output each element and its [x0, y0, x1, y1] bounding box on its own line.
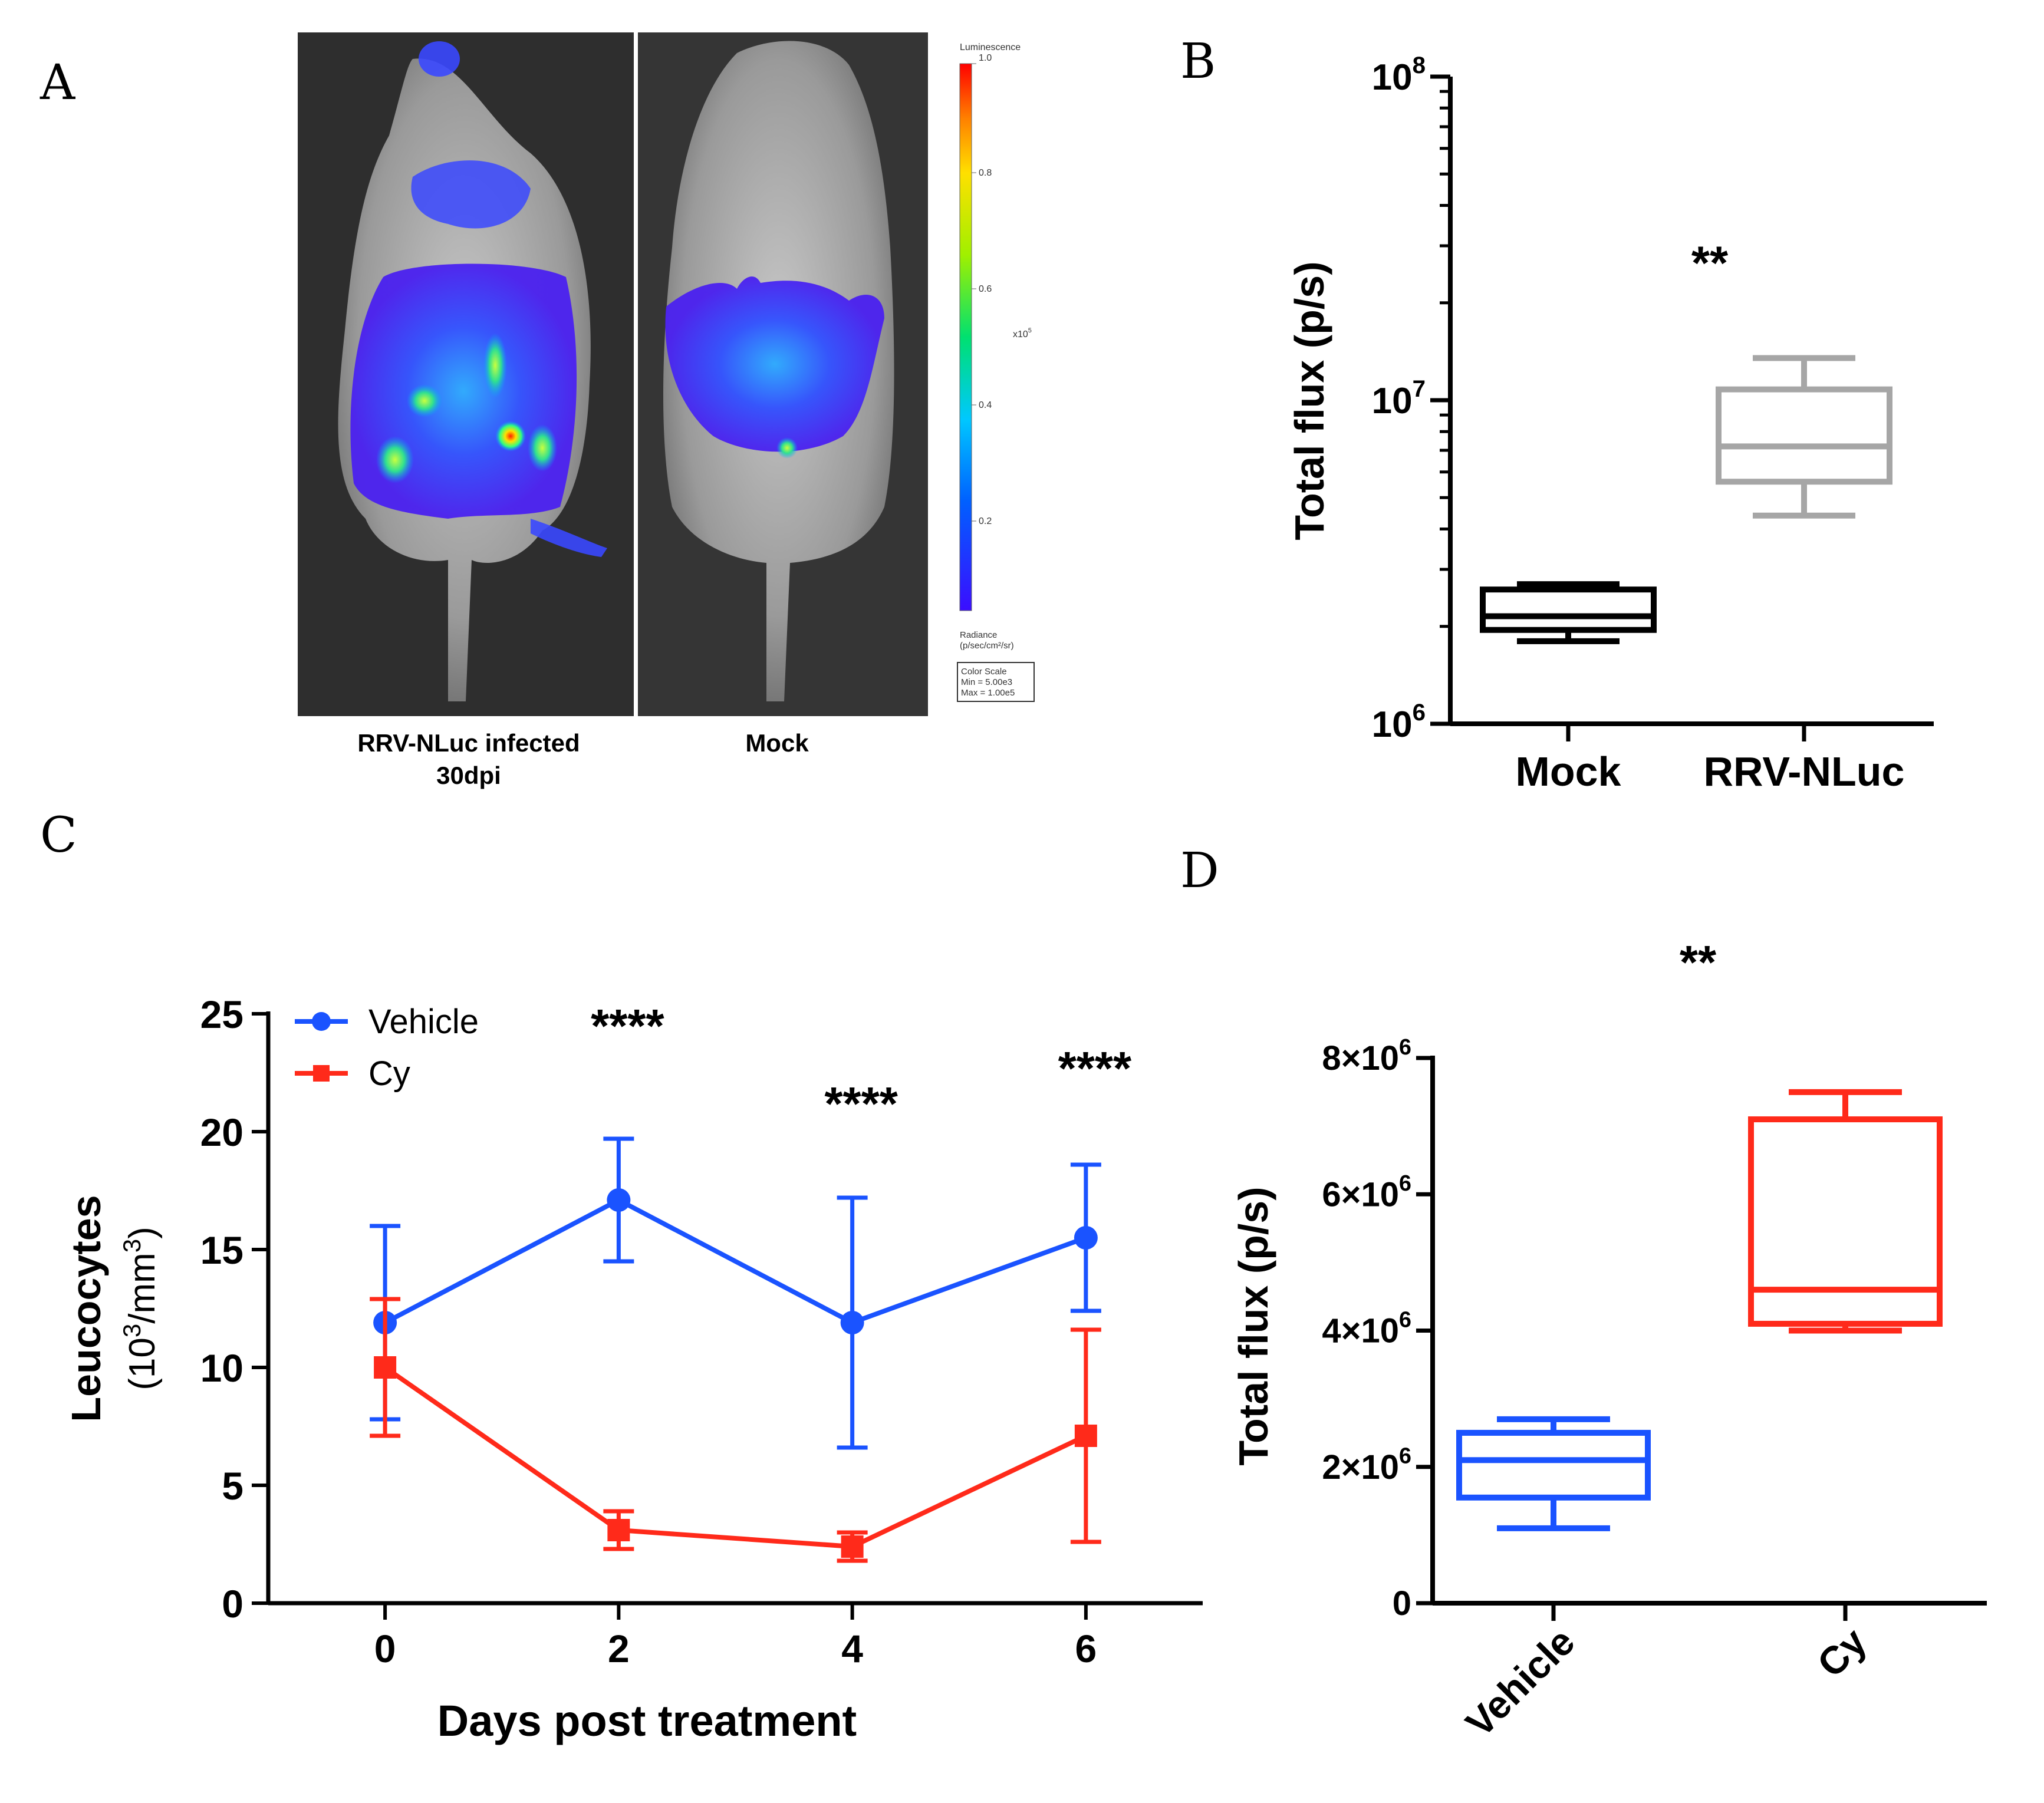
panel-letter-d: D: [1180, 843, 1219, 899]
series-line: [383, 1365, 1087, 1550]
scale-box-line1: Color Scale: [961, 667, 1007, 677]
y-tick-label: 6×106: [1322, 1171, 1411, 1214]
y-tick-label: 4×106: [1322, 1307, 1411, 1350]
scale-units-line2: (p/sec/cm²/sr): [960, 641, 1014, 651]
series-cy: [370, 1297, 1101, 1563]
panel-a: A Luminescence: [40, 32, 1035, 789]
y-axis-label: Total flux (p/s): [1230, 1186, 1276, 1465]
y-axis-label-line2: (103/mm3): [118, 1227, 163, 1390]
x-tick-label: 2: [608, 1627, 630, 1670]
data-point: [607, 1519, 630, 1541]
scale-title: Luminescence: [960, 42, 1021, 52]
y-axis-label: Total flux (p/s): [1286, 261, 1332, 540]
series-vehicle: [370, 1136, 1101, 1450]
significance-label: **: [1691, 237, 1729, 289]
x-tick-label: Cy: [1809, 1619, 1875, 1685]
panel-letter-a: A: [40, 55, 76, 111]
x-tick-label: 0: [374, 1627, 396, 1670]
chart-c: 0 5 10 15 20 25 0 2 4 6 Vehicle Cy **** **** **** Days …: [63, 993, 1203, 1745]
x-tick-label: 6: [1075, 1627, 1097, 1670]
box-iqr: [1716, 386, 1892, 485]
mouse-mock-image: [663, 41, 894, 701]
panel-b: B 106 107 108 Mock RRV-NLuc ** Total flux (p/s…: [1180, 34, 1934, 795]
legend-marker: [312, 1012, 331, 1031]
x-tick-label: Vehicle: [1457, 1620, 1583, 1745]
y-tick-label: 20: [200, 1110, 243, 1154]
panel-letter-b: B: [1180, 34, 1216, 90]
scale-tick-label: 1.0: [979, 53, 992, 63]
series-line: [384, 1197, 1087, 1326]
x-axis-label: Days post treatment: [437, 1696, 857, 1745]
y-axis-label-line1: Leucocytes: [63, 1195, 109, 1422]
scale-box-line3: Max = 1.00e5: [961, 688, 1015, 698]
scale-tick-label: 0.8: [979, 168, 992, 178]
image-label-infected: RRV-NLuc infected: [357, 729, 580, 757]
box-mock: [1480, 581, 1657, 644]
y-tick-label: 0: [222, 1582, 243, 1626]
image-divider: [634, 32, 638, 716]
scale-tick-label: 0.6: [979, 284, 992, 294]
box-rrv-nluc: [1716, 355, 1892, 519]
panel-c: C 0 5 10 15 20 25 0 2 4 6 Vehicle Cy **** **** **** Day…: [40, 807, 1203, 1745]
box-cy: [1748, 1089, 1943, 1334]
significance-label: ****: [591, 1000, 664, 1052]
data-point: [1074, 1226, 1098, 1250]
scale-box-line2: Min = 5.00e3: [961, 677, 1012, 687]
y-tick-label: 15: [200, 1228, 243, 1272]
y-tick-label: 107: [1372, 375, 1426, 421]
y-tick-label: 106: [1372, 699, 1426, 745]
legend: Vehicle Cy: [295, 1003, 479, 1093]
box-iqr: [1748, 1116, 1943, 1327]
image-label-mock: Mock: [745, 729, 809, 757]
data-point: [841, 1535, 864, 1558]
scale-tick-label: 0.2: [979, 516, 992, 526]
significance-label: ****: [1058, 1042, 1132, 1095]
y-tick-label: 108: [1372, 52, 1426, 98]
chart-b: 106 107 108 Mock RRV-NLuc ** Total flux (p/s): [1286, 52, 1934, 795]
data-point: [1074, 1425, 1097, 1447]
chart-d: 0 2×106 4×106 6×106 8×106 Vehicle Cy ** Total fl…: [1230, 936, 1987, 1745]
y-tick-label: 0: [1393, 1584, 1411, 1623]
scale-info-box: [957, 662, 1035, 702]
box-vehicle: [1456, 1416, 1651, 1531]
y-tick-label: 5: [222, 1464, 243, 1508]
scale-ticks: 1.0 0.8 0.6 0.4 0.2: [972, 53, 992, 526]
significance-label: ****: [824, 1077, 898, 1130]
scale-multiplier: x105: [1013, 327, 1032, 339]
box-iqr: [1456, 1429, 1651, 1501]
y-tick-label: 2×106: [1322, 1443, 1411, 1486]
image-label-infected-dpi: 30dpi: [436, 762, 501, 789]
box-iqr: [1480, 586, 1657, 633]
panel-letter-c: C: [40, 807, 77, 863]
x-tick-label: 4: [841, 1627, 863, 1670]
significance-label: **: [1680, 936, 1717, 988]
mouse-infected-image: [338, 41, 607, 702]
scale-colorbar: [959, 63, 972, 611]
scale-units-line1: Radiance: [960, 630, 997, 640]
legend-label: Vehicle: [368, 1003, 479, 1041]
x-tick-label: Mock: [1516, 749, 1621, 795]
legend-marker: [313, 1065, 330, 1082]
y-tick-label: 10: [200, 1346, 243, 1390]
scale-tick-label: 0.4: [979, 400, 992, 410]
x-tick-label: RRV-NLuc: [1704, 749, 1905, 795]
y-tick-label: 8×106: [1322, 1034, 1411, 1077]
data-point: [374, 1356, 397, 1379]
luminescence-scale: Luminescence 1.0 0.8 0.6 0.4 0.2 x105 Ra…: [957, 42, 1035, 702]
data-point: [607, 1188, 631, 1212]
y-tick-label: 25: [200, 993, 243, 1036]
panel-d: D 0 2×106 4×106 6×106 8×106 Vehicle Cy ** Total …: [1180, 843, 1987, 1745]
data-point: [840, 1311, 864, 1334]
legend-label: Cy: [368, 1054, 410, 1093]
